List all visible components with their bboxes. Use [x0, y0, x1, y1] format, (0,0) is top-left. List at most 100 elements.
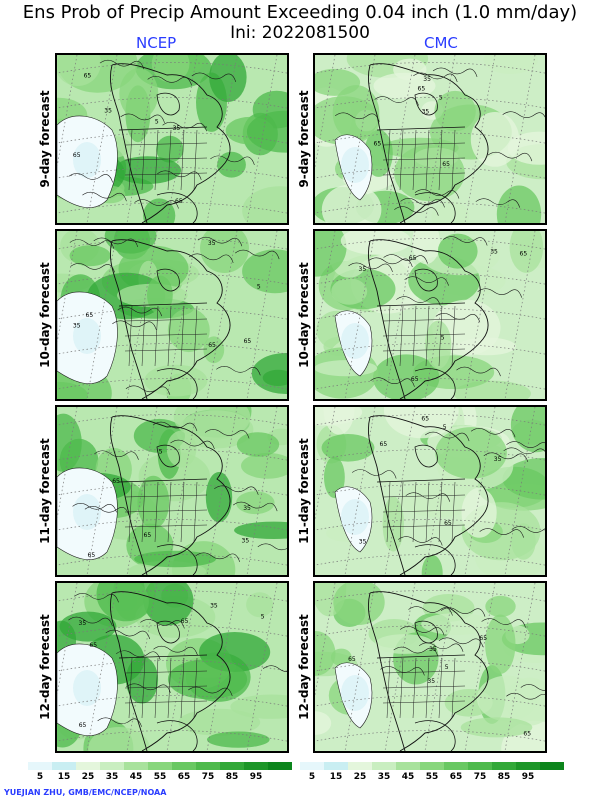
- legend-swatch: [268, 762, 292, 770]
- map-graphic: 65 35 65 5 65 35: [315, 231, 545, 399]
- contour-line: [506, 441, 545, 448]
- longitude-line: [86, 583, 118, 751]
- probability-blob: [383, 407, 459, 439]
- map-graphic: 65 35 65 5 65 35: [57, 231, 287, 399]
- contour-value-label: 35: [429, 646, 437, 653]
- contour-line: [216, 366, 261, 376]
- longitude-line: [315, 407, 336, 521]
- contour-value-label: 35: [73, 323, 81, 330]
- probability-blob: [134, 550, 216, 568]
- probability-blob: [374, 634, 434, 654]
- map-graphic: 65 35 65 5 65 35: [57, 55, 287, 223]
- probability-blob: [230, 694, 287, 719]
- longitude-line: [86, 231, 118, 399]
- legend-tick-label: 65: [177, 772, 191, 782]
- contour-line: [475, 198, 521, 208]
- contour-line: [82, 191, 127, 202]
- contour-line: [487, 151, 533, 162]
- contour-line: [352, 469, 397, 479]
- probability-blob: [315, 96, 380, 145]
- legend-swatch: [172, 762, 196, 770]
- contour-line: [99, 59, 145, 70]
- legend-tick-label: 5: [308, 772, 316, 782]
- contour-line: [204, 429, 250, 439]
- probability-blob: [137, 475, 170, 529]
- probability-blob: [421, 554, 443, 575]
- probability-blob: [242, 249, 287, 294]
- contour-line: [188, 686, 233, 697]
- probability-blob: [209, 55, 247, 102]
- contour-line: [105, 629, 151, 640]
- legend-tick-label: 25: [353, 772, 367, 782]
- contour-line: [70, 263, 115, 273]
- contour-value-label: 65: [380, 441, 388, 448]
- contour-value-label: 5: [443, 424, 447, 431]
- probability-blob: [431, 201, 470, 223]
- probability-blob: [315, 631, 336, 676]
- longitude-line: [86, 407, 118, 575]
- longitude-line: [166, 231, 198, 399]
- contour-line: [117, 306, 162, 317]
- probability-blob: [331, 278, 368, 305]
- row-label-9day-right: 9-day forecast: [297, 90, 311, 188]
- map-panel-ncep-10day: 65 35 65 5 65 35: [55, 229, 289, 401]
- contour-line: [443, 236, 488, 246]
- contour-line: [74, 593, 119, 603]
- longitude-line: [246, 55, 278, 223]
- contour-line: [398, 536, 443, 546]
- contour-line: [116, 650, 161, 660]
- contour-line: [348, 262, 393, 272]
- probability-blob: [96, 583, 156, 622]
- probability-blob: [510, 407, 545, 453]
- contour-value-label: 5: [441, 334, 445, 341]
- probability-blob: [234, 521, 287, 539]
- probability-blob: [373, 72, 436, 99]
- contour-line: [191, 72, 237, 83]
- longitude-line: [126, 407, 158, 575]
- probability-blob: [373, 354, 440, 399]
- legend-tick-label: 55: [425, 772, 439, 782]
- contour-line: [396, 296, 441, 306]
- contour-value-label: 65: [418, 86, 426, 93]
- legend-swatch: [220, 762, 244, 770]
- contour-value-label: 65: [144, 532, 152, 539]
- probability-blob: [485, 614, 516, 674]
- probability-blob: [509, 231, 544, 273]
- legend-swatch: [516, 762, 540, 770]
- probability-blob: [69, 245, 111, 267]
- contour-line: [257, 543, 287, 551]
- contour-line: [153, 645, 198, 656]
- legend-tick-label: 5: [36, 772, 44, 782]
- legend-tick-label: 85: [497, 772, 511, 782]
- contour-line: [262, 665, 287, 672]
- contour-value-label: 65: [175, 198, 183, 205]
- probability-blob: [434, 90, 476, 132]
- contour-value-label: 65: [411, 376, 419, 383]
- contour-value-label: 35: [242, 538, 250, 545]
- legend-colorbar-cmc: [300, 762, 564, 770]
- longitude-line: [424, 407, 456, 575]
- map-panel-ncep-9day: 65 35 65 5 65 35: [55, 53, 289, 225]
- contour-value-label: 65: [73, 152, 81, 159]
- legend-swatch: [396, 762, 420, 770]
- contour-line: [413, 72, 458, 83]
- legend-tick-label: 75: [201, 772, 215, 782]
- contour-line: [170, 439, 215, 450]
- legend-swatch: [52, 762, 76, 770]
- contour-line: [134, 199, 179, 209]
- contour-value-label: 35: [210, 603, 218, 610]
- map-panel-cmc-12day: 65 35 65 5 65 35: [313, 581, 547, 753]
- contour-value-label: 65: [479, 635, 487, 642]
- probability-blob: [242, 186, 287, 223]
- probability-blob: [167, 308, 210, 353]
- probability-blob: [251, 353, 287, 394]
- contour-value-label: 35: [423, 76, 431, 83]
- legend-tick-label: 15: [57, 772, 71, 782]
- contour-value-label: 5: [439, 94, 443, 101]
- contour-value-label: 65: [523, 730, 531, 737]
- contour-line: [477, 288, 523, 298]
- map-panel-cmc-10day: 65 35 65 5 65 35: [313, 229, 547, 401]
- contour-line: [393, 646, 439, 657]
- longitude-line: [344, 407, 376, 575]
- map-graphic: 65 35 65 5 65 35: [315, 55, 545, 223]
